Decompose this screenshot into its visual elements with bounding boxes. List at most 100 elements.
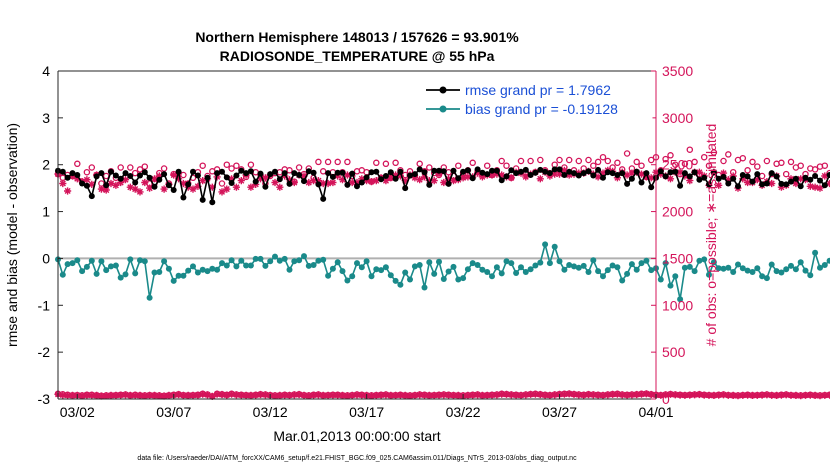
obs-possible-point	[517, 157, 525, 165]
rmse-point	[532, 169, 539, 176]
bias-point	[146, 294, 153, 301]
bias-point	[59, 271, 66, 278]
obs-possible-point	[233, 162, 240, 169]
bias-point	[281, 255, 288, 262]
obs-assimilated-point	[507, 174, 515, 182]
bias-point	[416, 262, 423, 268]
rmse-point	[175, 168, 182, 175]
obs-assimilated-point	[435, 391, 443, 399]
y-left-tick-label: -3	[38, 391, 51, 407]
legend-label: rmse grand pr = 1.7962	[465, 82, 611, 98]
obs-assimilated-point	[618, 391, 626, 399]
rmse-point	[79, 180, 86, 187]
obs-assimilated-point	[459, 174, 467, 182]
bias-point	[170, 277, 177, 284]
y-left-tick-label: 3	[42, 110, 50, 126]
bias-point	[498, 270, 505, 277]
obs-assimilated-point	[228, 390, 236, 398]
obs-assimilated-point	[734, 392, 742, 400]
bias-point	[450, 263, 457, 270]
bias-point	[272, 253, 278, 260]
bias-point	[190, 263, 196, 270]
legend-swatch-marker	[439, 105, 447, 113]
rmse-point	[320, 195, 327, 202]
obs-assimilated-point	[425, 391, 433, 399]
bias-point	[460, 275, 467, 282]
bias-point	[518, 264, 524, 271]
obs-assimilated-point	[247, 391, 255, 399]
bias-point	[137, 257, 143, 264]
obs-assimilated-point	[777, 183, 785, 191]
obs-assimilated-point	[488, 171, 496, 179]
rmse-point	[339, 169, 346, 176]
bias-point	[556, 258, 563, 265]
obs-assimilated-point	[372, 177, 380, 185]
bias-point	[672, 273, 679, 280]
obs-assimilated-point	[483, 391, 491, 399]
rmse-point	[778, 180, 785, 187]
obs-assimilated-point	[700, 391, 708, 399]
obs-assimilated-point	[546, 391, 554, 399]
bias-point	[214, 266, 221, 273]
obs-possible-point	[575, 157, 583, 165]
obs-assimilated-point	[797, 392, 805, 400]
bias-point	[233, 263, 240, 270]
bias-point	[715, 265, 722, 272]
obs-assimilated-point	[811, 183, 819, 191]
rmse-point	[484, 171, 491, 178]
rmse-point	[681, 170, 688, 177]
rmse-point	[402, 185, 409, 192]
rmse-point	[783, 181, 790, 188]
bias-point	[349, 273, 356, 280]
bias-point	[792, 266, 799, 273]
obs-assimilated-point	[507, 391, 515, 399]
obs-assimilated-point	[334, 172, 342, 180]
x-tick-label: 04/01	[638, 404, 673, 420]
obs-possible-point	[223, 161, 231, 168]
obs-possible-point	[527, 157, 534, 165]
obs-possible-point	[344, 158, 351, 166]
bias-point	[677, 296, 684, 303]
rmse-point	[69, 170, 76, 177]
obs-possible-point	[811, 166, 819, 173]
obs-assimilated-point	[816, 392, 824, 400]
obs-assimilated-point	[367, 178, 376, 186]
obs-possible-point	[672, 161, 679, 168]
obs-assimilated-point	[232, 183, 240, 191]
obs-assimilated-point	[102, 186, 110, 194]
obs-assimilated-point	[107, 179, 115, 188]
obs-assimilated-point	[565, 171, 573, 179]
rmse-point	[334, 169, 341, 176]
rmse-point	[763, 180, 770, 187]
x-axis-label: Mar.01,2013 00:00:00 start	[273, 428, 440, 444]
rmse-point	[98, 170, 105, 177]
bias-point	[165, 265, 172, 272]
obs-assimilated-point	[512, 391, 520, 399]
obs-possible-point	[797, 162, 804, 169]
bias-point	[812, 249, 819, 256]
bias-point	[402, 269, 409, 276]
rmse-point	[686, 173, 693, 180]
bias-point	[706, 271, 712, 278]
obs-assimilated-point	[763, 391, 771, 399]
obs-possible-point	[585, 156, 592, 164]
obs-assimilated-point	[768, 179, 776, 188]
obs-assimilated-point	[584, 390, 593, 399]
obs-assimilated-point	[531, 390, 539, 398]
obs-assimilated-point	[474, 391, 482, 399]
rmse-point	[749, 178, 756, 185]
rmse-point	[88, 193, 95, 200]
obs-possible-point	[594, 158, 602, 166]
obs-assimilated-point	[396, 172, 404, 180]
bias-point	[247, 262, 254, 269]
obs-assimilated-point	[146, 184, 154, 192]
obs-possible-point	[483, 162, 491, 169]
rmse-point	[194, 172, 201, 179]
obs-possible-point	[324, 158, 332, 166]
obs-assimilated-point	[83, 391, 91, 399]
bias-point	[397, 281, 404, 288]
obs-possible-point	[725, 151, 732, 158]
obs-possible-point	[565, 156, 573, 164]
obs-assimilated-point	[705, 391, 713, 399]
bias-point	[821, 262, 828, 268]
